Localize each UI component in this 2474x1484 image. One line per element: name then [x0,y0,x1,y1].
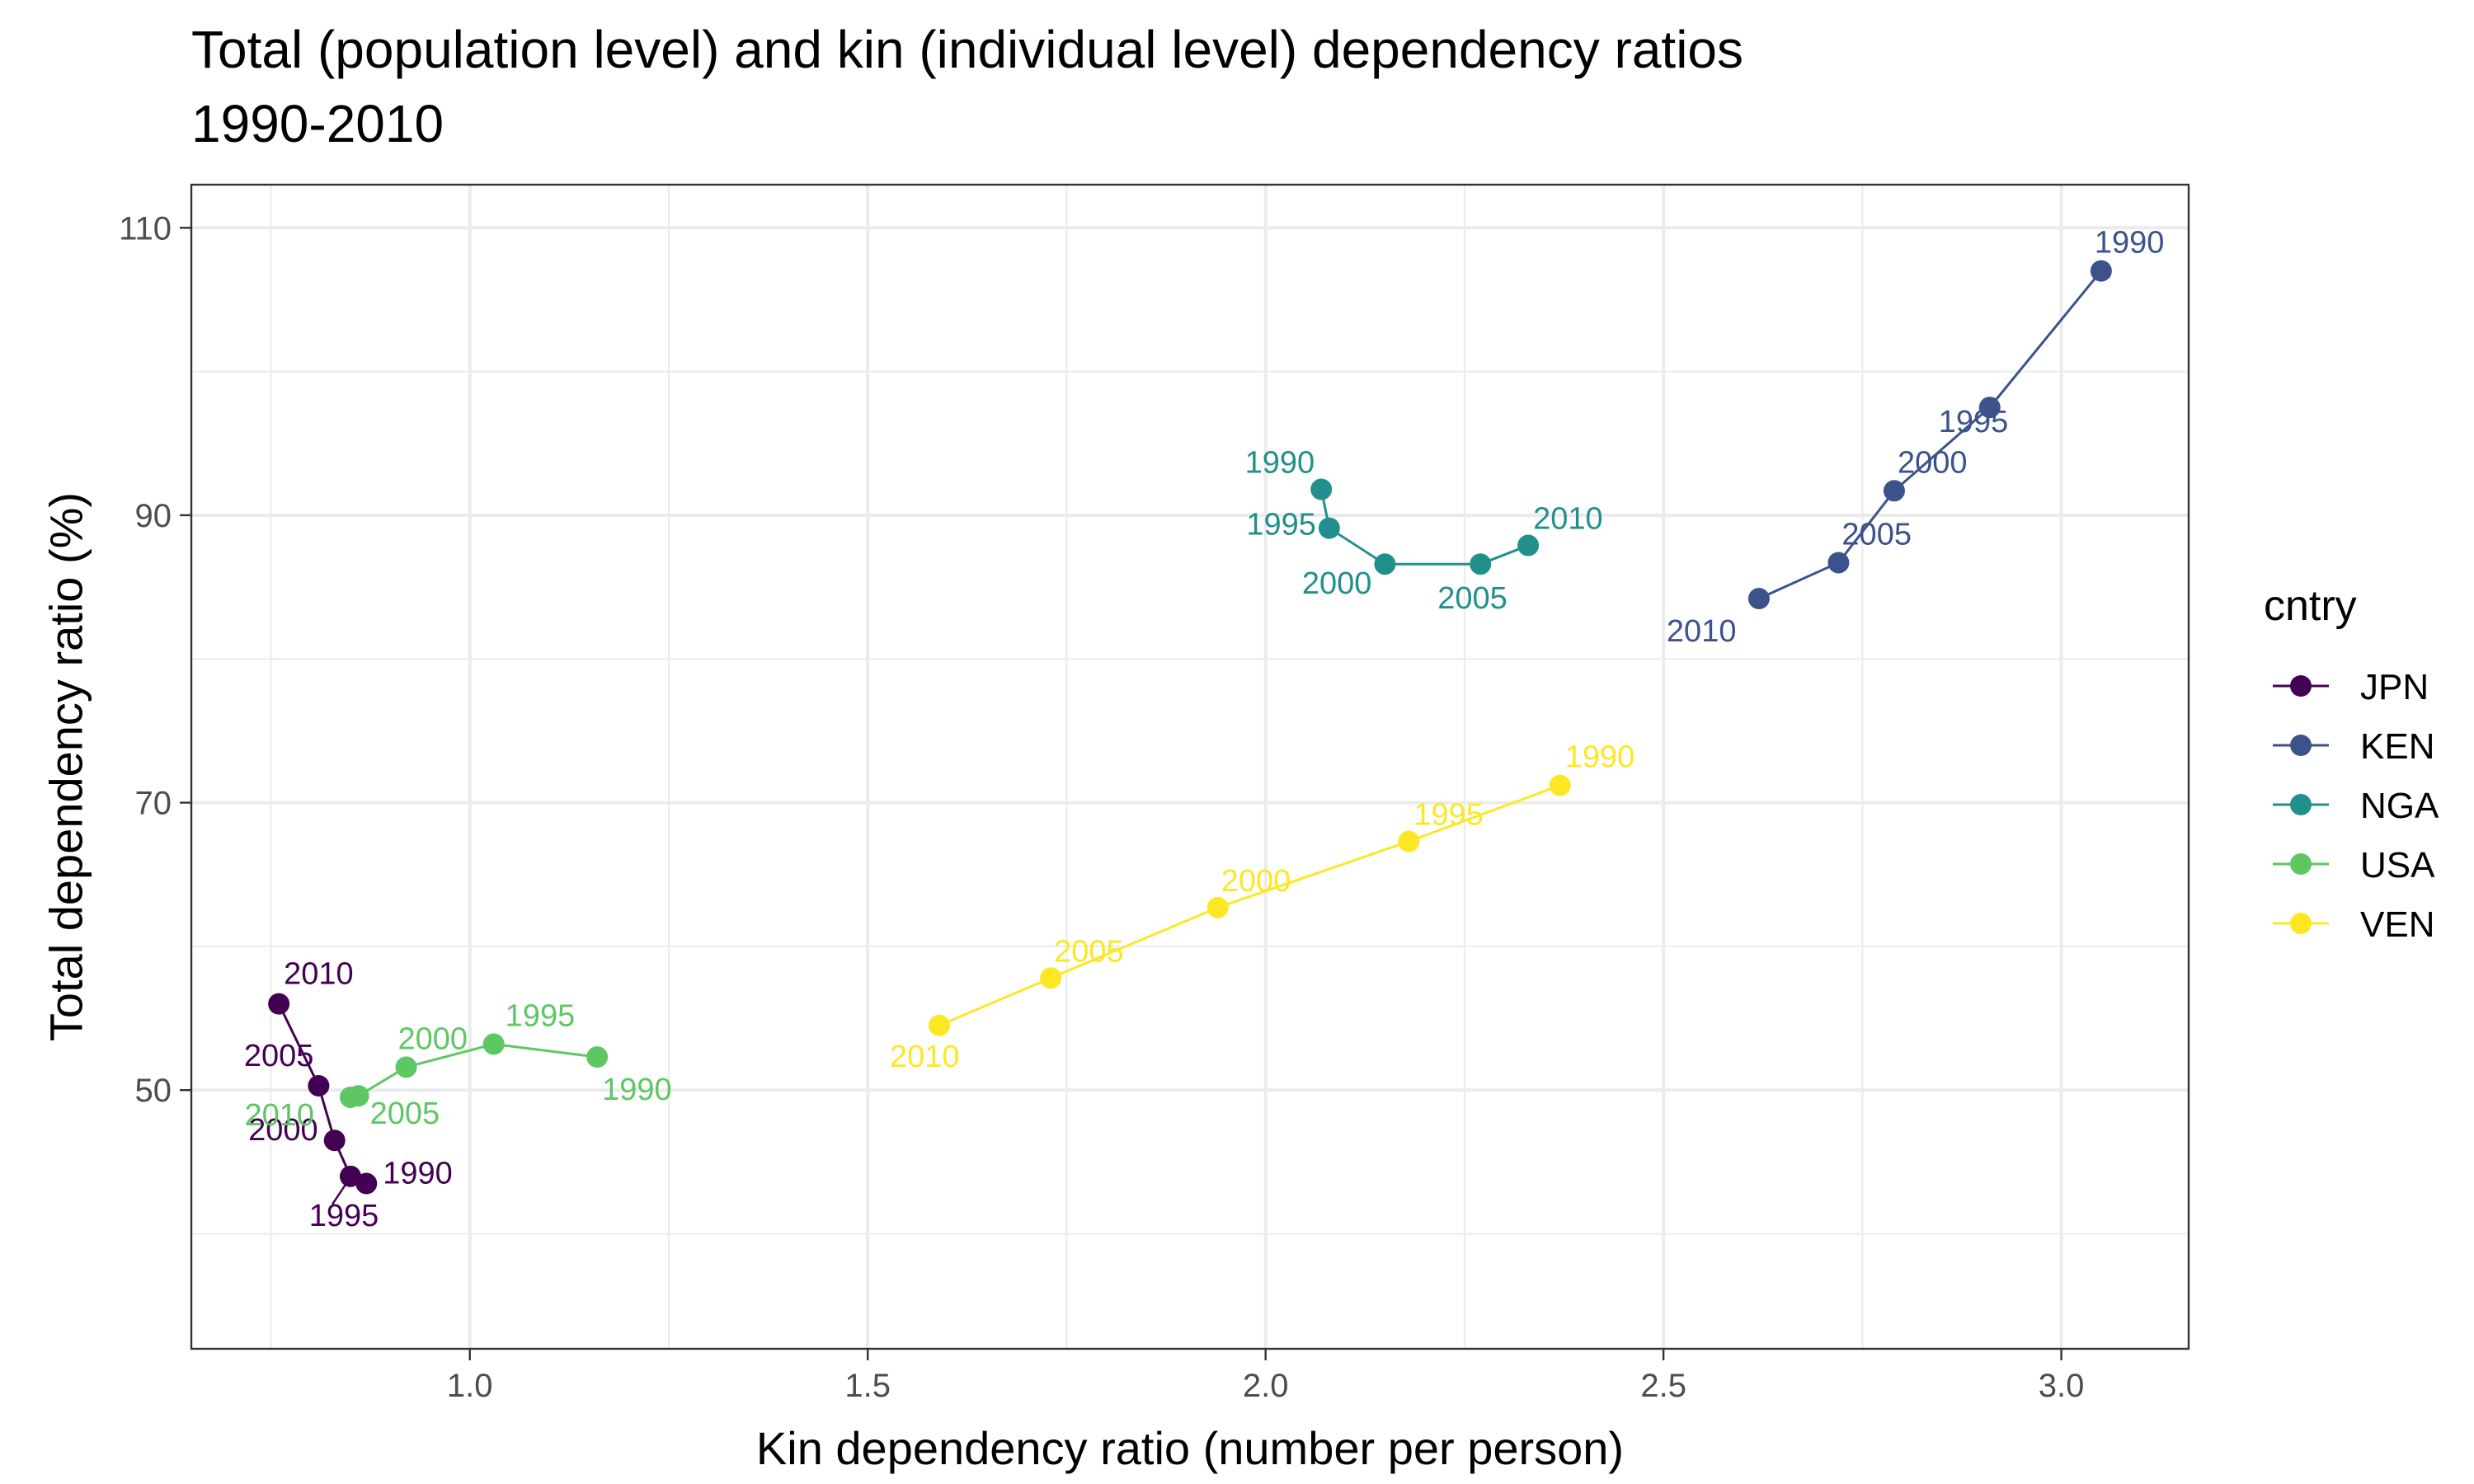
data-point [1318,517,1340,539]
legend-label: KEN [2360,726,2434,767]
legend-item: JPN [2273,667,2429,707]
data-point [339,1086,361,1108]
data-label: 1990 [1245,446,1315,481]
data-point [1978,397,2001,419]
data-point [586,1046,609,1068]
legend-item: KEN [2273,726,2434,767]
data-point [2090,260,2112,282]
legend-key-point [2290,853,2312,875]
data-label: 2010 [244,1098,314,1133]
data-label: 2000 [1898,445,1968,480]
legend-item: VEN [2273,904,2434,945]
data-label: 1995 [309,1199,379,1233]
legend: cntry JPN KEN NGA USA VEN [2264,582,2439,945]
legend-key-point [2290,794,2312,815]
label-leader-line [331,1184,347,1205]
legend-label: JPN [2360,667,2429,707]
y-tick-label: 50 [135,1073,172,1109]
data-label: 2010 [1667,614,1737,649]
plot-panel [191,185,2189,1349]
legend-key-point [2290,675,2312,697]
data-label: 2005 [1054,934,1124,969]
data-point [1470,553,1492,575]
data-label: 2005 [1437,581,1507,616]
legend-label: NGA [2360,786,2439,826]
data-label: 1995 [1939,405,2009,439]
data-point [929,1014,951,1036]
y-tick-label: 70 [135,786,172,822]
legend-item: USA [2273,845,2435,885]
data-point [482,1033,505,1055]
data-label: 2010 [890,1040,960,1074]
legend-label: USA [2360,845,2435,885]
data-point [339,1165,361,1187]
legend-item: NGA [2273,786,2439,826]
data-label: 2000 [1221,864,1291,899]
data-point [323,1129,346,1152]
legend-title: cntry [2264,582,2357,630]
series-nga: 1990 1995 2000 2005 2010 [1245,446,1603,617]
data-label: 2000 [398,1021,468,1056]
data-label: 1995 [1246,508,1316,542]
x-tick-label: 3.0 [2039,1368,2085,1404]
data-point [1040,967,1062,989]
y-tick-label: 110 [119,210,172,247]
data-point [1747,588,1770,610]
legend-key-point [2290,913,2312,934]
data-label: 2010 [1533,502,1603,537]
x-tick-label: 1.5 [844,1368,891,1404]
data-point [1517,534,1540,556]
data-label: 1995 [1413,798,1484,833]
x-axis-title: Kin dependency ratio (number per person) [756,1422,1624,1474]
data-label: 2005 [370,1097,440,1131]
grid [191,185,2189,1349]
data-point [1206,896,1229,918]
series-layer: 1990199520002005201019901995200020052010… [244,226,2165,1233]
data-point [1374,553,1396,575]
data-point [1883,480,1905,502]
data-point [395,1056,417,1078]
data-label: 1990 [383,1157,453,1191]
chart-title: Total (population level) and kin (indivi… [191,20,1743,79]
series-ken: 1990 1995 2000 2005 2010 [1667,226,2164,649]
data-point [1310,478,1333,500]
data-point [308,1074,330,1097]
plot-panel-border [190,183,2190,1350]
data-label: 1995 [506,998,576,1033]
data-label: 1990 [602,1073,672,1107]
y-axis-title: Total dependency ratio (%) [40,492,92,1041]
series-ven: 1990 1995 2000 2005 2010 [890,740,1634,1074]
legend-label: VEN [2360,904,2434,945]
data-point [1549,774,1571,796]
x-tick-label: 2.5 [1640,1368,1686,1404]
data-label: 2000 [1302,566,1372,601]
chart-subtitle: 1990-2010 [191,94,444,153]
data-label: 1990 [2095,226,2165,261]
data-label: 1990 [1565,740,1635,775]
x-tick-label: 2.0 [1243,1368,1289,1404]
data-label: 2005 [1841,517,1912,552]
y-tick-label: 90 [135,498,172,534]
data-label: 2010 [284,957,354,992]
data-point [268,993,290,1015]
data-point [1398,830,1420,852]
axes: 1.0 1.5 2.0 2.5 3.0 50 70 90 110 [119,210,2084,1404]
data-point [1827,552,1850,574]
data-label: 2005 [244,1039,314,1073]
legend-key-point [2290,735,2312,756]
x-tick-label: 1.0 [447,1368,493,1404]
data-label: 2000 [248,1113,318,1148]
series-usa: 1990 1995 2000 2005 2010 [244,998,671,1132]
